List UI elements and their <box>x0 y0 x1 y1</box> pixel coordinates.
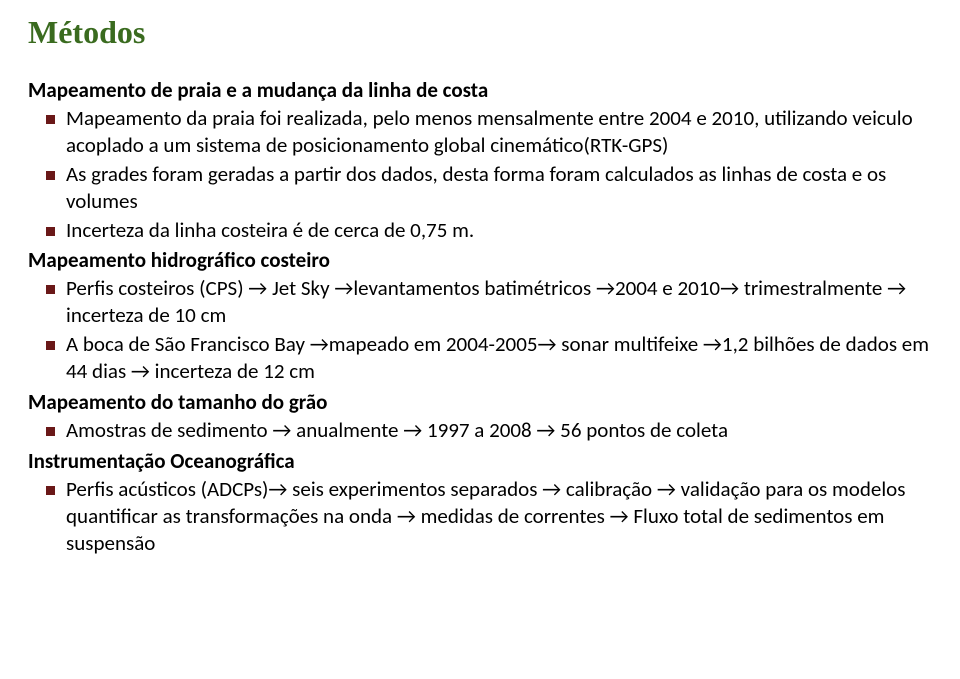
slide-title: Métodos <box>28 14 932 51</box>
section-heading-1: Mapeamento de praia e a mudança da linha… <box>28 77 932 103</box>
bullet-list-4: Perfis acústicos (ADCPs)→ seis experimen… <box>28 476 932 557</box>
bullet-list-1: Mapeamento da praia foi realizada, pelo … <box>28 105 932 243</box>
list-item: Perfis acústicos (ADCPs)→ seis experimen… <box>28 476 932 557</box>
section-heading-4: Instrumentação Oceanográfica <box>28 448 932 474</box>
slide: Métodos Mapeamento de praia e a mudança … <box>0 0 960 679</box>
section-heading-3: Mapeamento do tamanho do grão <box>28 389 932 415</box>
list-item: A boca de São Francisco Bay →mapeado em … <box>28 331 932 385</box>
list-item: Incerteza da linha costeira é de cerca d… <box>28 217 932 244</box>
list-item: Amostras de sedimento → anualmente → 199… <box>28 417 932 444</box>
list-item: Mapeamento da praia foi realizada, pelo … <box>28 105 932 159</box>
list-item: As grades foram geradas a partir dos dad… <box>28 161 932 215</box>
list-item: Perfis costeiros (CPS) → Jet Sky →levant… <box>28 275 932 329</box>
bullet-list-2: Perfis costeiros (CPS) → Jet Sky →levant… <box>28 275 932 385</box>
bullet-list-3: Amostras de sedimento → anualmente → 199… <box>28 417 932 444</box>
section-heading-2: Mapeamento hidrográfico costeiro <box>28 247 932 273</box>
